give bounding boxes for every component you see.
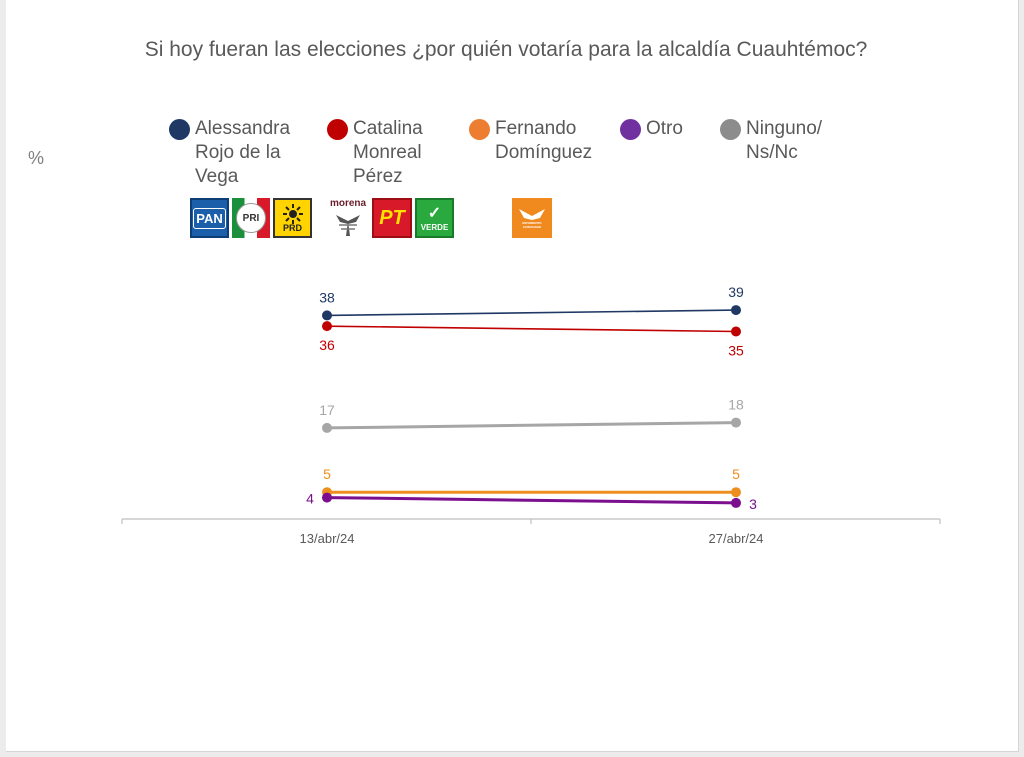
legend-label-line: Domínguez bbox=[495, 142, 593, 163]
legend-label-line: Monreal bbox=[353, 142, 422, 163]
prd-logo: PRD bbox=[273, 198, 312, 238]
data-label: 36 bbox=[319, 337, 335, 353]
x-tick-label: 27/abr/24 bbox=[709, 531, 764, 546]
legend-label-line: Vega bbox=[195, 166, 239, 187]
legend-label-line: Ns/Nc bbox=[746, 142, 798, 163]
legend-label-line: Rojo de la bbox=[195, 142, 281, 163]
data-point bbox=[731, 417, 741, 428]
pt-logo: PT bbox=[372, 198, 412, 238]
data-point bbox=[731, 326, 741, 337]
series-line bbox=[326, 325, 737, 333]
unit-label: % bbox=[28, 148, 45, 168]
legend-label-line: Pérez bbox=[353, 166, 403, 187]
legend-label-line: Fernando bbox=[495, 118, 577, 139]
pan-logo: PAN bbox=[190, 198, 229, 238]
legend-item-otro: Otro bbox=[620, 117, 683, 141]
data-point bbox=[322, 422, 332, 433]
series-line bbox=[326, 496, 737, 505]
chart-title: Si hoy fueran las elecciones ¿por quién … bbox=[144, 38, 868, 61]
legend-item-monreal: Catalina Monreal Pérez bbox=[327, 117, 423, 189]
eagle-icon bbox=[336, 215, 360, 236]
legend-label-line: Ninguno/ bbox=[746, 118, 823, 139]
morena-logo: morena bbox=[328, 198, 368, 238]
series-line bbox=[326, 421, 737, 430]
legend-label-line: Otro bbox=[646, 118, 683, 139]
data-label: 5 bbox=[732, 466, 740, 482]
legend-marker-icon bbox=[169, 119, 190, 140]
verde-logo: ✓ VERDE bbox=[415, 198, 454, 238]
legend-marker-icon bbox=[327, 119, 348, 140]
pri-logo: PRI bbox=[232, 198, 270, 238]
data-label: 18 bbox=[728, 397, 744, 413]
sun-icon bbox=[282, 203, 303, 224]
legend-item-dominguez: Fernando Domínguez bbox=[469, 117, 592, 165]
legend-label-line: Alessandra bbox=[195, 118, 291, 139]
eagle-icon bbox=[519, 209, 545, 220]
data-label: 39 bbox=[728, 284, 744, 300]
data-point bbox=[322, 321, 332, 332]
data-label: 3 bbox=[749, 496, 757, 512]
data-point bbox=[322, 310, 332, 321]
data-point bbox=[731, 305, 741, 316]
legend-item-ninguno: Ninguno/ Ns/Nc bbox=[720, 117, 822, 165]
data-point bbox=[731, 487, 741, 498]
series-line bbox=[326, 309, 737, 317]
legend-label-line: Catalina bbox=[353, 118, 423, 139]
data-point bbox=[322, 492, 332, 503]
data-point bbox=[731, 497, 741, 508]
mc-logo: MOVIMIENTO CIUDADANO bbox=[512, 198, 552, 238]
x-tick-label: 13/abr/24 bbox=[300, 531, 355, 546]
toucan-icon: ✓ bbox=[427, 204, 442, 222]
legend-marker-icon bbox=[620, 119, 641, 140]
data-label: 35 bbox=[728, 343, 744, 359]
data-label: 38 bbox=[319, 289, 335, 305]
data-label: 4 bbox=[306, 491, 314, 507]
data-label: 17 bbox=[319, 402, 335, 418]
data-label: 5 bbox=[323, 466, 331, 482]
legend-marker-icon bbox=[469, 119, 490, 140]
legend-item-rojo: Alessandra Rojo de la Vega bbox=[169, 117, 290, 189]
legend-marker-icon bbox=[720, 119, 741, 140]
